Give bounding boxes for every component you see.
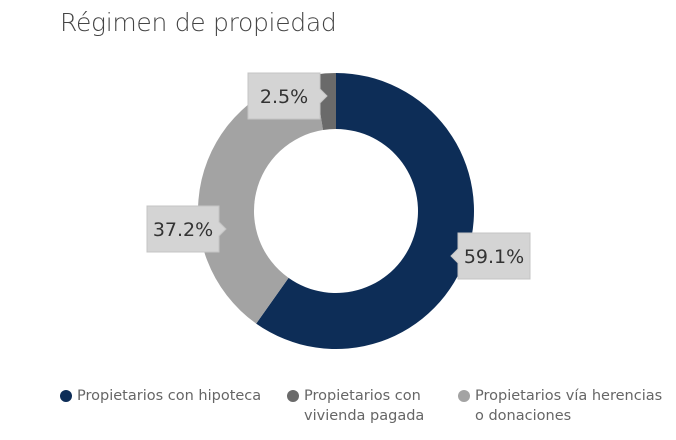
label-text: 37.2% <box>153 219 213 241</box>
legend-marker <box>60 390 72 402</box>
legend-label: Propietarios con <box>304 388 421 404</box>
label-box <box>247 72 328 120</box>
legend-label-line2: vivienda pagada <box>304 408 425 424</box>
legend-label-line2: o donaciones <box>475 408 572 424</box>
legend-marker <box>287 390 299 402</box>
legend-item-herencias[interactable]: Propietarios vía herencias o donaciones <box>458 386 662 426</box>
legend-marker <box>458 390 470 402</box>
data-label: 59.1% <box>450 232 531 280</box>
label-text: 2.5% <box>260 86 308 108</box>
chart-title: Régimen de propiedad <box>60 8 337 37</box>
legend-label: Propietarios con hipoteca <box>77 388 262 404</box>
label-text: 59.1% <box>464 246 524 268</box>
donut-slice[interactable] <box>256 73 474 350</box>
label-box <box>146 205 227 253</box>
label-box <box>450 232 531 280</box>
data-label: 2.5% <box>247 72 328 120</box>
data-label: 37.2% <box>146 205 227 253</box>
legend-item-pagada[interactable]: Propietarios con vivienda pagada <box>287 386 424 426</box>
donut-slice[interactable] <box>198 74 324 324</box>
legend-item-hipoteca[interactable]: Propietarios con hipoteca <box>60 386 261 406</box>
legend-label: Propietarios vía herencias <box>475 388 663 404</box>
